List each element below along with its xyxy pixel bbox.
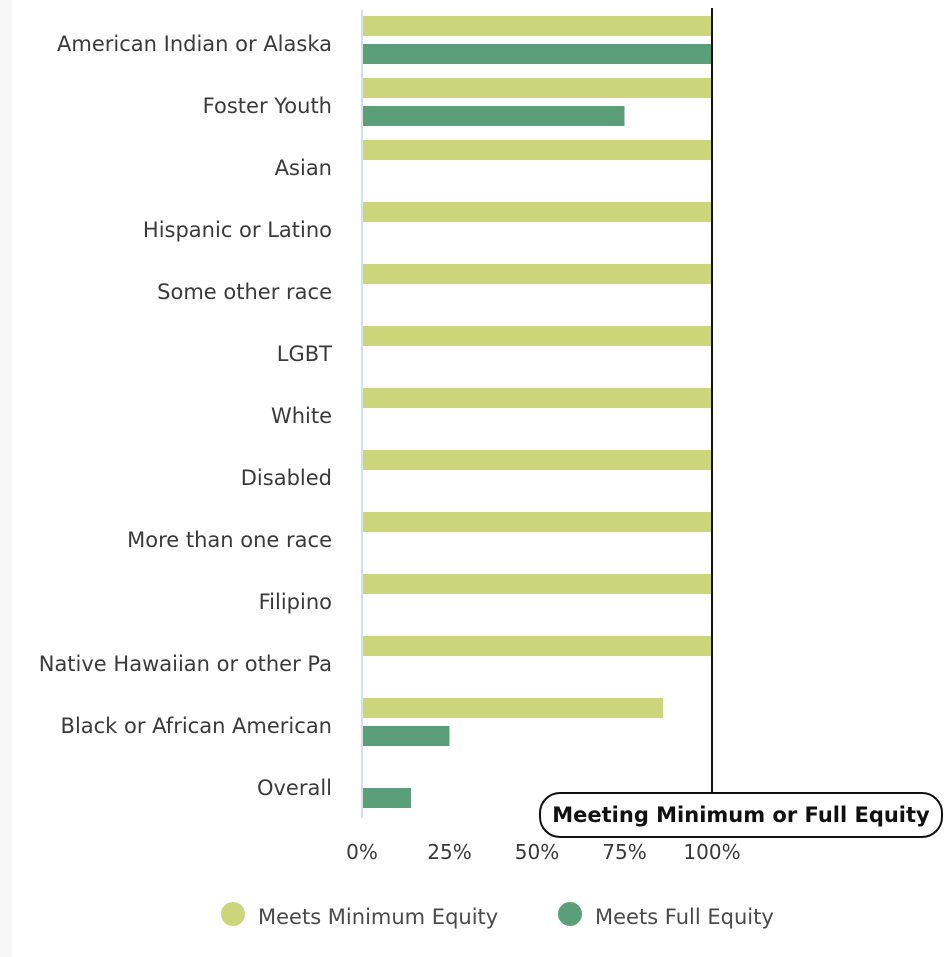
reference-line-label: Meeting Minimum or Full Equity bbox=[539, 792, 943, 838]
left-panel-edge bbox=[0, 0, 12, 957]
bar-meets-full[interactable] bbox=[363, 726, 450, 746]
bar-meets-minimum[interactable] bbox=[363, 140, 712, 160]
category-label: Overall bbox=[257, 776, 332, 800]
x-tick-label: 100% bbox=[683, 840, 740, 864]
category-label: More than one race bbox=[127, 528, 332, 552]
legend-min-marker bbox=[221, 902, 245, 926]
bar-meets-full[interactable] bbox=[363, 106, 625, 126]
bar-meets-minimum[interactable] bbox=[363, 388, 712, 408]
bar-meets-minimum[interactable] bbox=[363, 450, 712, 470]
bar-meets-minimum[interactable] bbox=[363, 264, 712, 284]
category-label: Some other race bbox=[157, 280, 332, 304]
category-label: Filipino bbox=[259, 590, 332, 614]
bar-meets-minimum[interactable] bbox=[363, 574, 712, 594]
bar-meets-minimum[interactable] bbox=[363, 16, 712, 36]
reference-label-box bbox=[539, 792, 943, 838]
legend-full-label: Meets Full Equity bbox=[595, 905, 774, 929]
bar-meets-full[interactable] bbox=[363, 788, 411, 808]
category-label: LGBT bbox=[277, 342, 332, 366]
legend-min-label: Meets Minimum Equity bbox=[258, 905, 498, 929]
bars bbox=[363, 16, 712, 808]
category-label: Asian bbox=[275, 156, 332, 180]
category-label: Black or African American bbox=[61, 714, 332, 738]
category-label: Hispanic or Latino bbox=[143, 218, 332, 242]
bar-meets-full[interactable] bbox=[363, 44, 712, 64]
legend-full-marker bbox=[558, 902, 582, 926]
legend: Meets Minimum Equity Meets Full Equity bbox=[221, 902, 774, 929]
x-tick-label: 25% bbox=[427, 840, 471, 864]
x-tick-label: 0% bbox=[346, 840, 378, 864]
category-label: White bbox=[271, 404, 332, 428]
category-label: American Indian or Alaska bbox=[57, 32, 332, 56]
bar-meets-minimum[interactable] bbox=[363, 326, 712, 346]
bar-meets-minimum[interactable] bbox=[363, 202, 712, 222]
x-tick-label: 50% bbox=[515, 840, 559, 864]
bar-meets-minimum[interactable] bbox=[363, 636, 712, 656]
x-tick-labels: 0% 25% 50% 75% 100% bbox=[346, 840, 740, 864]
category-label: Disabled bbox=[241, 466, 332, 490]
category-labels: American Indian or Alaska Foster Youth Asi… bbox=[39, 32, 332, 800]
bar-meets-minimum[interactable] bbox=[363, 512, 712, 532]
bar-meets-minimum[interactable] bbox=[363, 78, 712, 98]
bar-meets-minimum[interactable] bbox=[363, 698, 663, 718]
reference-label-text: Meeting Minimum or Full Equity bbox=[552, 803, 930, 827]
x-tick-label: 75% bbox=[602, 840, 646, 864]
category-label: Native Hawaiian or other Pa bbox=[39, 652, 332, 676]
category-label: Foster Youth bbox=[203, 94, 332, 118]
